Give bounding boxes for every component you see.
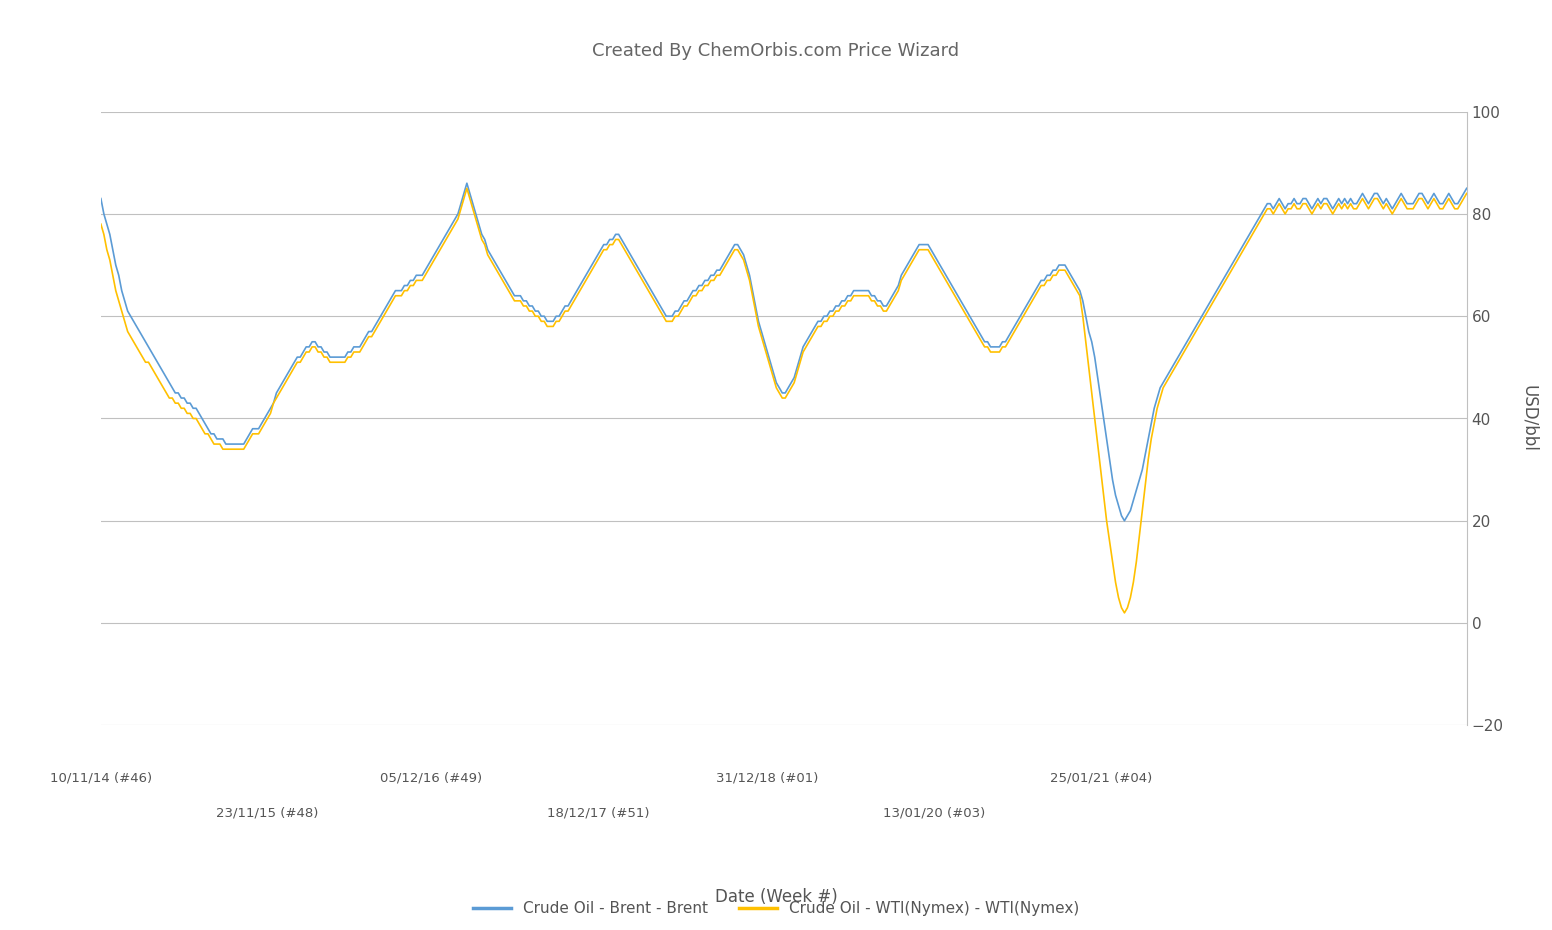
Legend: Crude Oil - Brent - Brent, Crude Oil - WTI(Nymex) - WTI(Nymex): Crude Oil - Brent - Brent, Crude Oil - W… [467,896,1085,923]
Text: Created By ChemOrbis.com Price Wizard: Created By ChemOrbis.com Price Wizard [593,42,959,60]
Text: 10/11/14 (#46): 10/11/14 (#46) [50,772,152,785]
Text: 31/12/18 (#01): 31/12/18 (#01) [715,772,818,785]
Text: 23/11/15 (#48): 23/11/15 (#48) [216,806,318,819]
Text: Date (Week #): Date (Week #) [714,888,838,906]
Text: 05/12/16 (#49): 05/12/16 (#49) [380,772,483,785]
Text: 25/01/21 (#04): 25/01/21 (#04) [1049,772,1152,785]
Text: 18/12/17 (#51): 18/12/17 (#51) [546,806,649,819]
Y-axis label: USD/bbl: USD/bbl [1519,385,1538,452]
Text: 13/01/20 (#03): 13/01/20 (#03) [883,806,986,819]
